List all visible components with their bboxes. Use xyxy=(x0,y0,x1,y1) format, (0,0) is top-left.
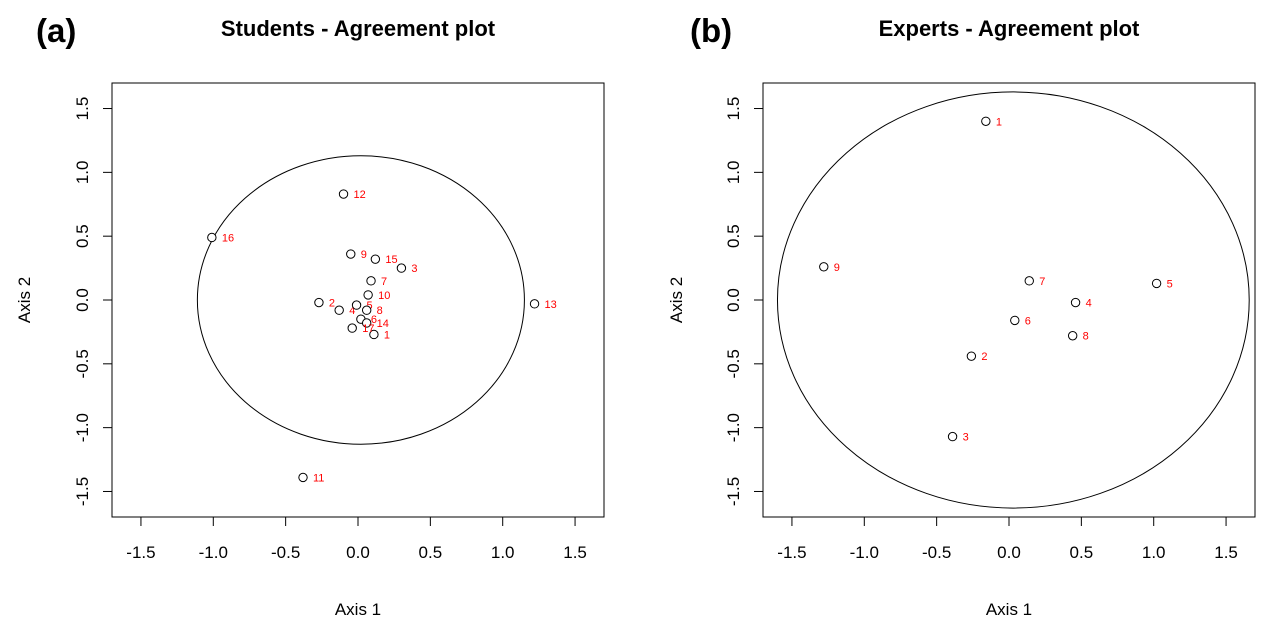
data-point-students-7 xyxy=(366,276,376,286)
y-tick-label-experts-3: 0.0 xyxy=(724,288,743,312)
x-tick-label-students-1: -1.0 xyxy=(199,543,228,562)
data-point-experts-1 xyxy=(981,116,991,126)
y-axis-label-experts: Axis 2 xyxy=(667,277,686,323)
x-tick-label-experts-4: 0.5 xyxy=(1070,543,1094,562)
point-label-experts-9: 9 xyxy=(834,262,840,274)
point-label-students-9: 9 xyxy=(361,249,367,261)
data-point-students-17 xyxy=(347,323,357,333)
data-point-students-13 xyxy=(529,299,540,309)
point-label-experts-3: 3 xyxy=(963,432,969,444)
data-point-experts-2 xyxy=(966,351,977,361)
x-axis-label-students: Axis 1 xyxy=(335,600,381,619)
point-label-students-12: 12 xyxy=(354,189,366,201)
point-label-experts-8: 8 xyxy=(1083,331,1089,343)
data-point-students-4 xyxy=(334,305,344,315)
data-point-experts-6 xyxy=(1010,315,1020,326)
y-tick-label-experts-5: 1.0 xyxy=(724,161,743,185)
data-point-experts-5 xyxy=(1151,278,1162,289)
agreement-circle-students xyxy=(196,155,525,445)
x-tick-label-students-4: 0.5 xyxy=(419,543,443,562)
chart-title-students: Students - Agreement plot xyxy=(221,16,496,41)
data-point-students-8 xyxy=(361,305,372,315)
y-tick-label-students-3: 0.0 xyxy=(73,288,92,312)
y-tick-label-students-5: 1.0 xyxy=(73,161,92,185)
data-point-experts-7 xyxy=(1024,276,1034,286)
x-tick-label-experts-6: 1.5 xyxy=(1214,543,1238,562)
ticks-students: -1.5 -1.0 -0.5 0.0 0.5 1.0 1.5 -1.5 -1.0 -0.5 0.0 0… xyxy=(73,97,587,562)
panel-label-a: (a) xyxy=(36,12,76,49)
x-tick-label-experts-3: 0.0 xyxy=(997,543,1021,562)
y-tick-label-students-2: -0.5 xyxy=(73,349,92,378)
point-label-students-2: 2 xyxy=(329,298,335,310)
point-label-students-5: 5 xyxy=(367,300,373,312)
plot-box-experts xyxy=(762,82,1256,518)
point-label-students-11: 11 xyxy=(313,472,324,484)
y-tick-label-experts-4: 0.5 xyxy=(724,224,743,248)
data-point-students-11 xyxy=(298,472,308,483)
data-point-students-14 xyxy=(361,318,372,328)
x-tick-label-students-5: 1.0 xyxy=(491,543,515,562)
data-point-students-12 xyxy=(338,189,349,199)
point-label-students-7: 7 xyxy=(381,276,387,288)
data-point-students-16 xyxy=(207,232,217,243)
chart-title-experts: Experts - Agreement plot xyxy=(879,16,1140,41)
point-label-students-1: 1 xyxy=(384,329,390,341)
x-tick-label-students-3: 0.0 xyxy=(346,543,370,562)
data-point-students-1 xyxy=(369,329,379,340)
data-point-students-15 xyxy=(370,254,381,264)
point-label-experts-2: 2 xyxy=(981,351,987,363)
x-tick-label-experts-5: 1.0 xyxy=(1142,543,1166,562)
data-point-students-5 xyxy=(351,300,362,310)
ticks-experts: -1.5 -1.0 -0.5 0.0 0.5 1.0 1.5 -1.5 -1.0 -0.5 0.0 0… xyxy=(724,97,1238,562)
data-point-experts-3 xyxy=(947,431,958,442)
data-point-students-9 xyxy=(346,249,356,259)
point-label-experts-4: 4 xyxy=(1086,298,1092,310)
point-label-experts-6: 6 xyxy=(1025,315,1031,327)
point-label-experts-7: 7 xyxy=(1039,276,1045,288)
x-tick-label-students-0: -1.5 xyxy=(126,543,155,562)
data-point-experts-4 xyxy=(1070,297,1081,308)
point-label-students-3: 3 xyxy=(411,263,417,275)
point-label-students-10: 10 xyxy=(378,290,390,302)
panel-experts: (b) Experts - Agreement plot Axis 1 Axis… xyxy=(667,12,1256,619)
plot-box-students xyxy=(111,82,605,518)
y-axis-label-students: Axis 2 xyxy=(15,277,34,323)
x-axis-label-experts: Axis 1 xyxy=(986,600,1032,619)
point-label-experts-1: 1 xyxy=(996,116,1002,128)
y-tick-label-students-0: -1.5 xyxy=(73,477,92,506)
data-point-students-10 xyxy=(363,290,373,300)
point-label-students-14: 14 xyxy=(377,318,389,330)
point-label-students-8: 8 xyxy=(377,305,383,317)
point-label-students-4: 4 xyxy=(349,305,355,317)
y-tick-label-experts-6: 1.5 xyxy=(724,97,743,121)
agreement-circle-experts xyxy=(776,91,1250,509)
marks-experts: 1 2 3 4 5 6 7 8 9 xyxy=(776,91,1250,509)
point-label-students-13: 13 xyxy=(545,299,557,311)
point-label-experts-5: 5 xyxy=(1167,278,1173,290)
point-label-students-15: 15 xyxy=(385,254,397,266)
y-tick-label-students-6: 1.5 xyxy=(73,97,92,121)
y-tick-label-experts-0: -1.5 xyxy=(724,477,743,506)
y-tick-label-experts-1: -1.0 xyxy=(724,413,743,442)
point-label-students-16: 16 xyxy=(222,232,234,244)
data-point-experts-9 xyxy=(819,262,829,272)
x-tick-label-experts-2: -0.5 xyxy=(922,543,951,562)
panel-students: (a) Students - Agreement plot Axis 1 Axi… xyxy=(15,12,605,619)
panel-label-b: (b) xyxy=(690,12,732,49)
y-tick-label-students-1: -1.0 xyxy=(73,413,92,442)
point-label-students-6: 6 xyxy=(371,314,377,326)
x-tick-label-students-6: 1.5 xyxy=(563,543,587,562)
data-point-students-2 xyxy=(314,297,324,308)
x-tick-label-experts-1: -1.0 xyxy=(850,543,879,562)
point-label-students-17: 17 xyxy=(362,323,374,335)
data-point-experts-8 xyxy=(1067,331,1078,341)
x-tick-label-experts-0: -1.5 xyxy=(777,543,806,562)
y-tick-label-students-4: 0.5 xyxy=(73,224,92,248)
x-tick-label-students-2: -0.5 xyxy=(271,543,300,562)
y-tick-label-experts-2: -0.5 xyxy=(724,349,743,378)
data-point-students-3 xyxy=(396,263,407,273)
